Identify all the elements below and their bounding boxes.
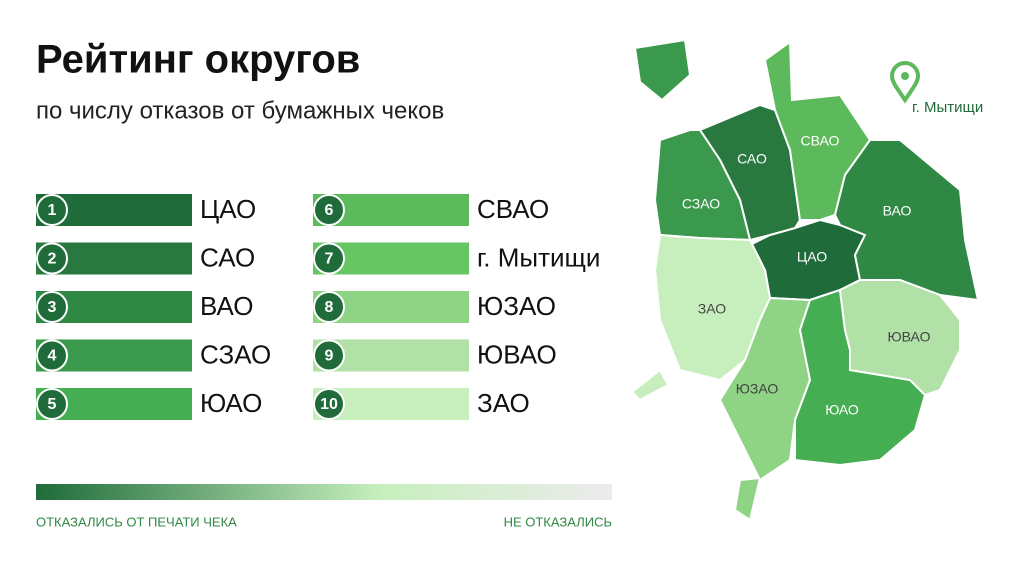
rank-name: ВАО	[200, 291, 253, 321]
ranking-list: 1 ЦАО 2 САО 3 ВАО 4 СЗАО 5 ЮАО 6 СВАО 7 г. Мытищи 8 ЮЗА…	[36, 194, 600, 420]
ranking-item: 7 г. Мытищи	[313, 242, 600, 275]
ranking-item: 5 ЮАО	[36, 388, 262, 420]
rank-number: 4	[48, 348, 57, 365]
legend-left: ОТКАЗАЛИСЬ ОТ ПЕЧАТИ ЧЕКА	[36, 514, 237, 529]
ranking-item: 9 ЮВАО	[313, 339, 557, 372]
rank-number: 10	[320, 396, 338, 413]
rank-badge	[313, 388, 345, 420]
map: ЦАО САО СВАО ВАО СЗАО ЗАО ЮЗАО ЮАО ЮВАО	[630, 38, 980, 522]
ranking-item: 3 ВАО	[36, 291, 253, 323]
rank-badge	[313, 339, 345, 372]
region-label: ЮЗАО	[736, 381, 779, 397]
ranking-item: 2 САО	[36, 242, 255, 275]
region-label: СЗАО	[682, 196, 720, 212]
rank-badge	[36, 194, 68, 226]
rank-name: г. Мытищи	[477, 242, 600, 272]
region-label: ЦАО	[797, 249, 827, 265]
region-label: ЗАО	[698, 301, 726, 317]
rank-number: 9	[325, 348, 334, 365]
rank-number: 8	[325, 299, 334, 316]
rank-number: 5	[48, 396, 57, 413]
rank-badge	[313, 291, 345, 323]
region-label: ЮВАО	[888, 329, 931, 345]
rank-name: ЮАО	[200, 388, 262, 418]
pin	[889, 61, 921, 104]
zao-exclave	[630, 368, 670, 402]
subtitle: по числу отказов от бумажных чеков	[36, 97, 444, 124]
rank-number: 6	[325, 202, 334, 219]
rank-name: СЗАО	[200, 339, 271, 369]
marker: г. Мытищи	[889, 61, 983, 116]
rank-badge	[36, 339, 68, 372]
region-label: ВАО	[883, 203, 912, 219]
rank-badge	[36, 291, 68, 323]
ranking-item: 8 ЮЗАО	[313, 291, 556, 323]
title: Рейтинг округов	[36, 38, 360, 82]
region-label: ЮАО	[825, 402, 859, 418]
rank-name: ЮЗАО	[477, 291, 556, 321]
legend-gradient	[36, 484, 612, 500]
rank-number: 3	[48, 299, 57, 316]
map-region	[653, 129, 752, 242]
rank-name: ЦАО	[200, 194, 256, 224]
rank-badge	[36, 388, 68, 420]
rank-name: СВАО	[477, 194, 549, 224]
pin-dot	[901, 72, 909, 80]
rank-name: САО	[200, 242, 255, 272]
rank-badge	[313, 194, 345, 226]
ranking-item: 4 СЗАО	[36, 339, 271, 372]
rank-name: ЗАО	[477, 388, 530, 418]
rank-number: 1	[48, 202, 57, 219]
rank-badge	[36, 242, 68, 275]
map-region	[838, 279, 961, 397]
rank-name: ЮВАО	[477, 339, 557, 369]
ranking-item: 6 СВАО	[313, 194, 549, 226]
ranking-item: 1 ЦАО	[36, 194, 256, 226]
ranking-item: 10 ЗАО	[313, 388, 530, 420]
zelenograd	[633, 38, 692, 102]
yuzao-tail	[733, 476, 762, 522]
rank-number: 7	[325, 251, 334, 268]
region-label: СВАО	[801, 133, 840, 149]
rank-badge	[313, 242, 345, 275]
rank-number: 2	[48, 251, 57, 268]
marker-label: г. Мытищи	[912, 99, 983, 116]
region-label: САО	[737, 151, 767, 167]
legend-right: НЕ ОТКАЗАЛИСЬ	[504, 514, 612, 529]
